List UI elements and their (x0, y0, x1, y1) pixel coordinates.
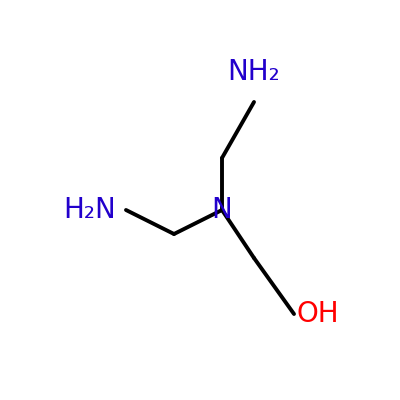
Text: H₂N: H₂N (64, 196, 116, 224)
Text: NH₂: NH₂ (228, 58, 280, 86)
Text: OH: OH (297, 300, 339, 328)
Text: N: N (212, 196, 232, 224)
